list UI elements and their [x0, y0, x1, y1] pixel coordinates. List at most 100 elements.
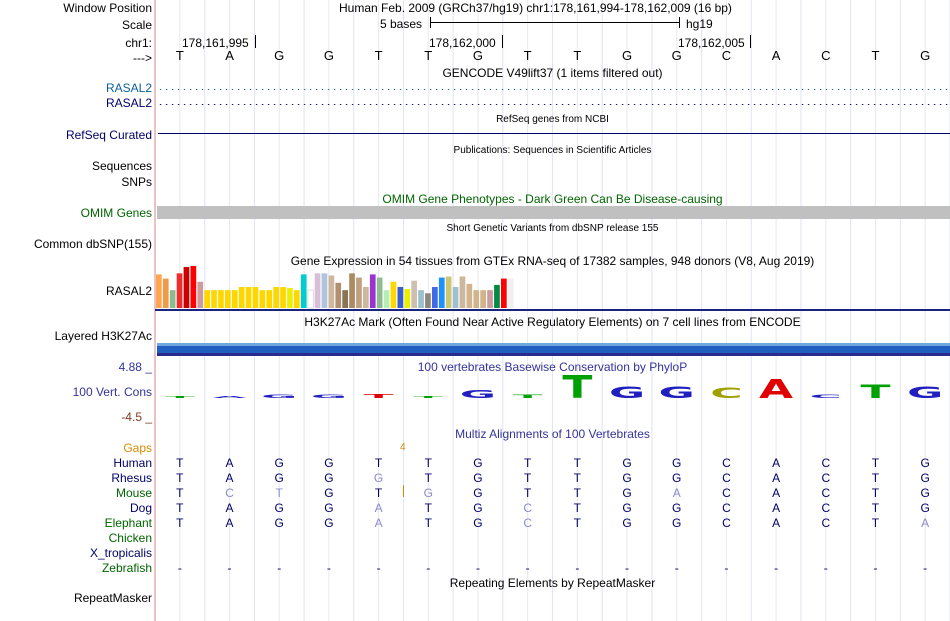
strand-chevron-icon: [507, 103, 510, 105]
dbsnp-track-label[interactable]: Common dbSNP(155): [33, 237, 152, 251]
gtex-tissue-bar[interactable]: [211, 290, 217, 308]
h3k27ac-signal-base[interactable]: [157, 353, 950, 356]
gtex-bar-chart[interactable]: [155, 266, 950, 312]
gtex-tissue-bar[interactable]: [411, 280, 417, 308]
gtex-tissue-bar[interactable]: [445, 276, 452, 309]
gtex-tissue-bar[interactable]: [356, 277, 362, 308]
gtex-tissue-bar[interactable]: [300, 274, 307, 308]
species-label[interactable]: Zebrafish: [101, 561, 152, 575]
omim-feature-bar[interactable]: [157, 206, 950, 219]
gtex-tissue-bar[interactable]: [294, 290, 300, 308]
gtex-tissue-bar[interactable]: [383, 290, 390, 308]
gtex-tissue-bar[interactable]: [204, 290, 210, 308]
repeatmasker-track-title[interactable]: Repeating Elements by RepeatMasker: [449, 576, 656, 590]
gtex-tissue-bar[interactable]: [314, 273, 321, 308]
refseq-track-title[interactable]: RefSeq genes from NCBI: [496, 114, 609, 125]
species-label[interactable]: X_tropicalis: [89, 546, 152, 560]
gtex-tissue-bar[interactable]: [176, 273, 183, 308]
gtex-tissue-bar[interactable]: [342, 290, 348, 308]
snps-label[interactable]: SNPs: [121, 175, 152, 189]
aligned-base: A: [672, 486, 681, 500]
species-label[interactable]: Chicken: [108, 531, 152, 545]
gtex-tissue-bar[interactable]: [231, 290, 238, 308]
gtex-tissue-bar[interactable]: [287, 288, 293, 308]
gtex-tissue-bar[interactable]: [273, 287, 279, 308]
phylop-track-title[interactable]: 100 vertebrates Basewise Conservation by…: [417, 360, 688, 374]
strand-chevron-icon: [687, 103, 690, 105]
gencode-item-label[interactable]: RASAL2: [105, 96, 152, 110]
gtex-tissue-bar[interactable]: [425, 293, 431, 308]
gtex-tissue-bar[interactable]: [349, 273, 355, 308]
gtex-tissue-bar[interactable]: [218, 290, 224, 308]
dbsnp-track-title[interactable]: Short Genetic Variants from dbSNP releas…: [446, 223, 659, 234]
gtex-tissue-bar[interactable]: [328, 275, 335, 308]
gtex-tissue-bar[interactable]: [404, 289, 411, 308]
gtex-tissue-bar[interactable]: [487, 290, 493, 308]
refseq-gene-line[interactable]: [158, 133, 950, 134]
gtex-track-title[interactable]: Gene Expression in 54 tissues from GTEx …: [290, 254, 815, 268]
gencode-transcript-2[interactable]: [158, 99, 950, 105]
gtex-tissue-bar[interactable]: [307, 289, 315, 309]
strand-chevron-icon: [387, 103, 390, 105]
gtex-tissue-bar[interactable]: [480, 290, 486, 308]
gtex-tissue-bar[interactable]: [418, 290, 424, 308]
gtex-tissue-bar[interactable]: [169, 290, 176, 308]
gtex-tissue-bar[interactable]: [390, 281, 397, 308]
strand-chevron-icon: [807, 88, 810, 90]
gtex-tissue-bar[interactable]: [245, 287, 252, 308]
h3k27ac-signal-light[interactable]: [157, 343, 950, 347]
gtex-tissue-bar[interactable]: [376, 277, 383, 308]
gtex-tissue-bar[interactable]: [452, 287, 459, 308]
gtex-track-label[interactable]: RASAL2: [105, 284, 152, 298]
gtex-tissue-bar[interactable]: [225, 290, 231, 308]
species-label[interactable]: Rhesus: [111, 471, 152, 485]
gtex-tissue-bar[interactable]: [259, 290, 266, 308]
strand-chevron-icon: [495, 103, 498, 105]
gtex-tissue-bar[interactable]: [183, 267, 190, 308]
gtex-tissue-bar[interactable]: [507, 278, 514, 308]
omim-track-label[interactable]: OMIM Genes: [80, 206, 152, 220]
gtex-tissue-bar[interactable]: [473, 290, 480, 308]
gtex-tissue-bar[interactable]: [321, 273, 328, 308]
gtex-tissue-bar[interactable]: [459, 276, 466, 309]
strand-chevron-icon: [597, 88, 600, 90]
strand-chevron-icon: [219, 103, 222, 105]
gtex-tissue-bar[interactable]: [197, 281, 204, 308]
gtex-tissue-bar[interactable]: [466, 283, 473, 308]
h3k27ac-signal-dark[interactable]: [157, 346, 950, 353]
species-label[interactable]: Elephant: [104, 516, 152, 530]
repeatmasker-track-label[interactable]: RepeatMasker: [73, 591, 152, 605]
gtex-tissue-bar[interactable]: [369, 274, 376, 308]
gtex-tissue-bar[interactable]: [156, 274, 162, 308]
gtex-tissue-bar[interactable]: [501, 278, 507, 308]
gtex-tissue-bar[interactable]: [162, 278, 169, 308]
h3k27ac-track-label[interactable]: Layered H3K27Ac: [54, 329, 152, 343]
publications-track-title[interactable]: Publications: Sequences in Scientific Ar…: [453, 145, 652, 156]
gtex-tissue-bar[interactable]: [238, 287, 245, 308]
strand-chevron-icon: [555, 88, 558, 90]
gtex-tissue-bar[interactable]: [335, 282, 342, 308]
species-label[interactable]: Mouse: [115, 486, 152, 500]
gtex-tissue-bar[interactable]: [397, 287, 404, 308]
species-label[interactable]: Dog: [129, 501, 152, 515]
omim-track-title[interactable]: OMIM Gene Phenotypes - Dark Green Can Be…: [382, 192, 723, 206]
gtex-tissue-bar[interactable]: [266, 290, 273, 308]
species-label[interactable]: Human: [113, 456, 152, 470]
gtex-tissue-bar[interactable]: [252, 287, 259, 308]
publications-track-label[interactable]: Sequences: [91, 159, 152, 173]
gtex-tissue-bar[interactable]: [280, 287, 286, 308]
gtex-tissue-bar[interactable]: [432, 287, 438, 308]
gtex-tissue-bar[interactable]: [190, 266, 197, 308]
strand-chevron-icon: [477, 88, 480, 90]
multiz-track-title[interactable]: Multiz Alignments of 100 Vertebrates: [455, 427, 650, 441]
phylop-track-label[interactable]: 100 Vert. Cons: [72, 385, 152, 399]
refseq-track-label[interactable]: RefSeq Curated: [65, 128, 152, 142]
gencode-track-title[interactable]: GENCODE V49lift37 (1 items filtered out): [442, 66, 663, 80]
gencode-item-label[interactable]: RASAL2: [105, 81, 152, 95]
gencode-transcript-1[interactable]: [158, 84, 950, 90]
gtex-tissue-bar[interactable]: [438, 277, 445, 308]
h3k27ac-track-title[interactable]: H3K27Ac Mark (Often Found Near Active Re…: [304, 315, 801, 329]
gtex-tissue-bar[interactable]: [494, 284, 500, 308]
gtex-tissue-bar[interactable]: [363, 287, 369, 308]
